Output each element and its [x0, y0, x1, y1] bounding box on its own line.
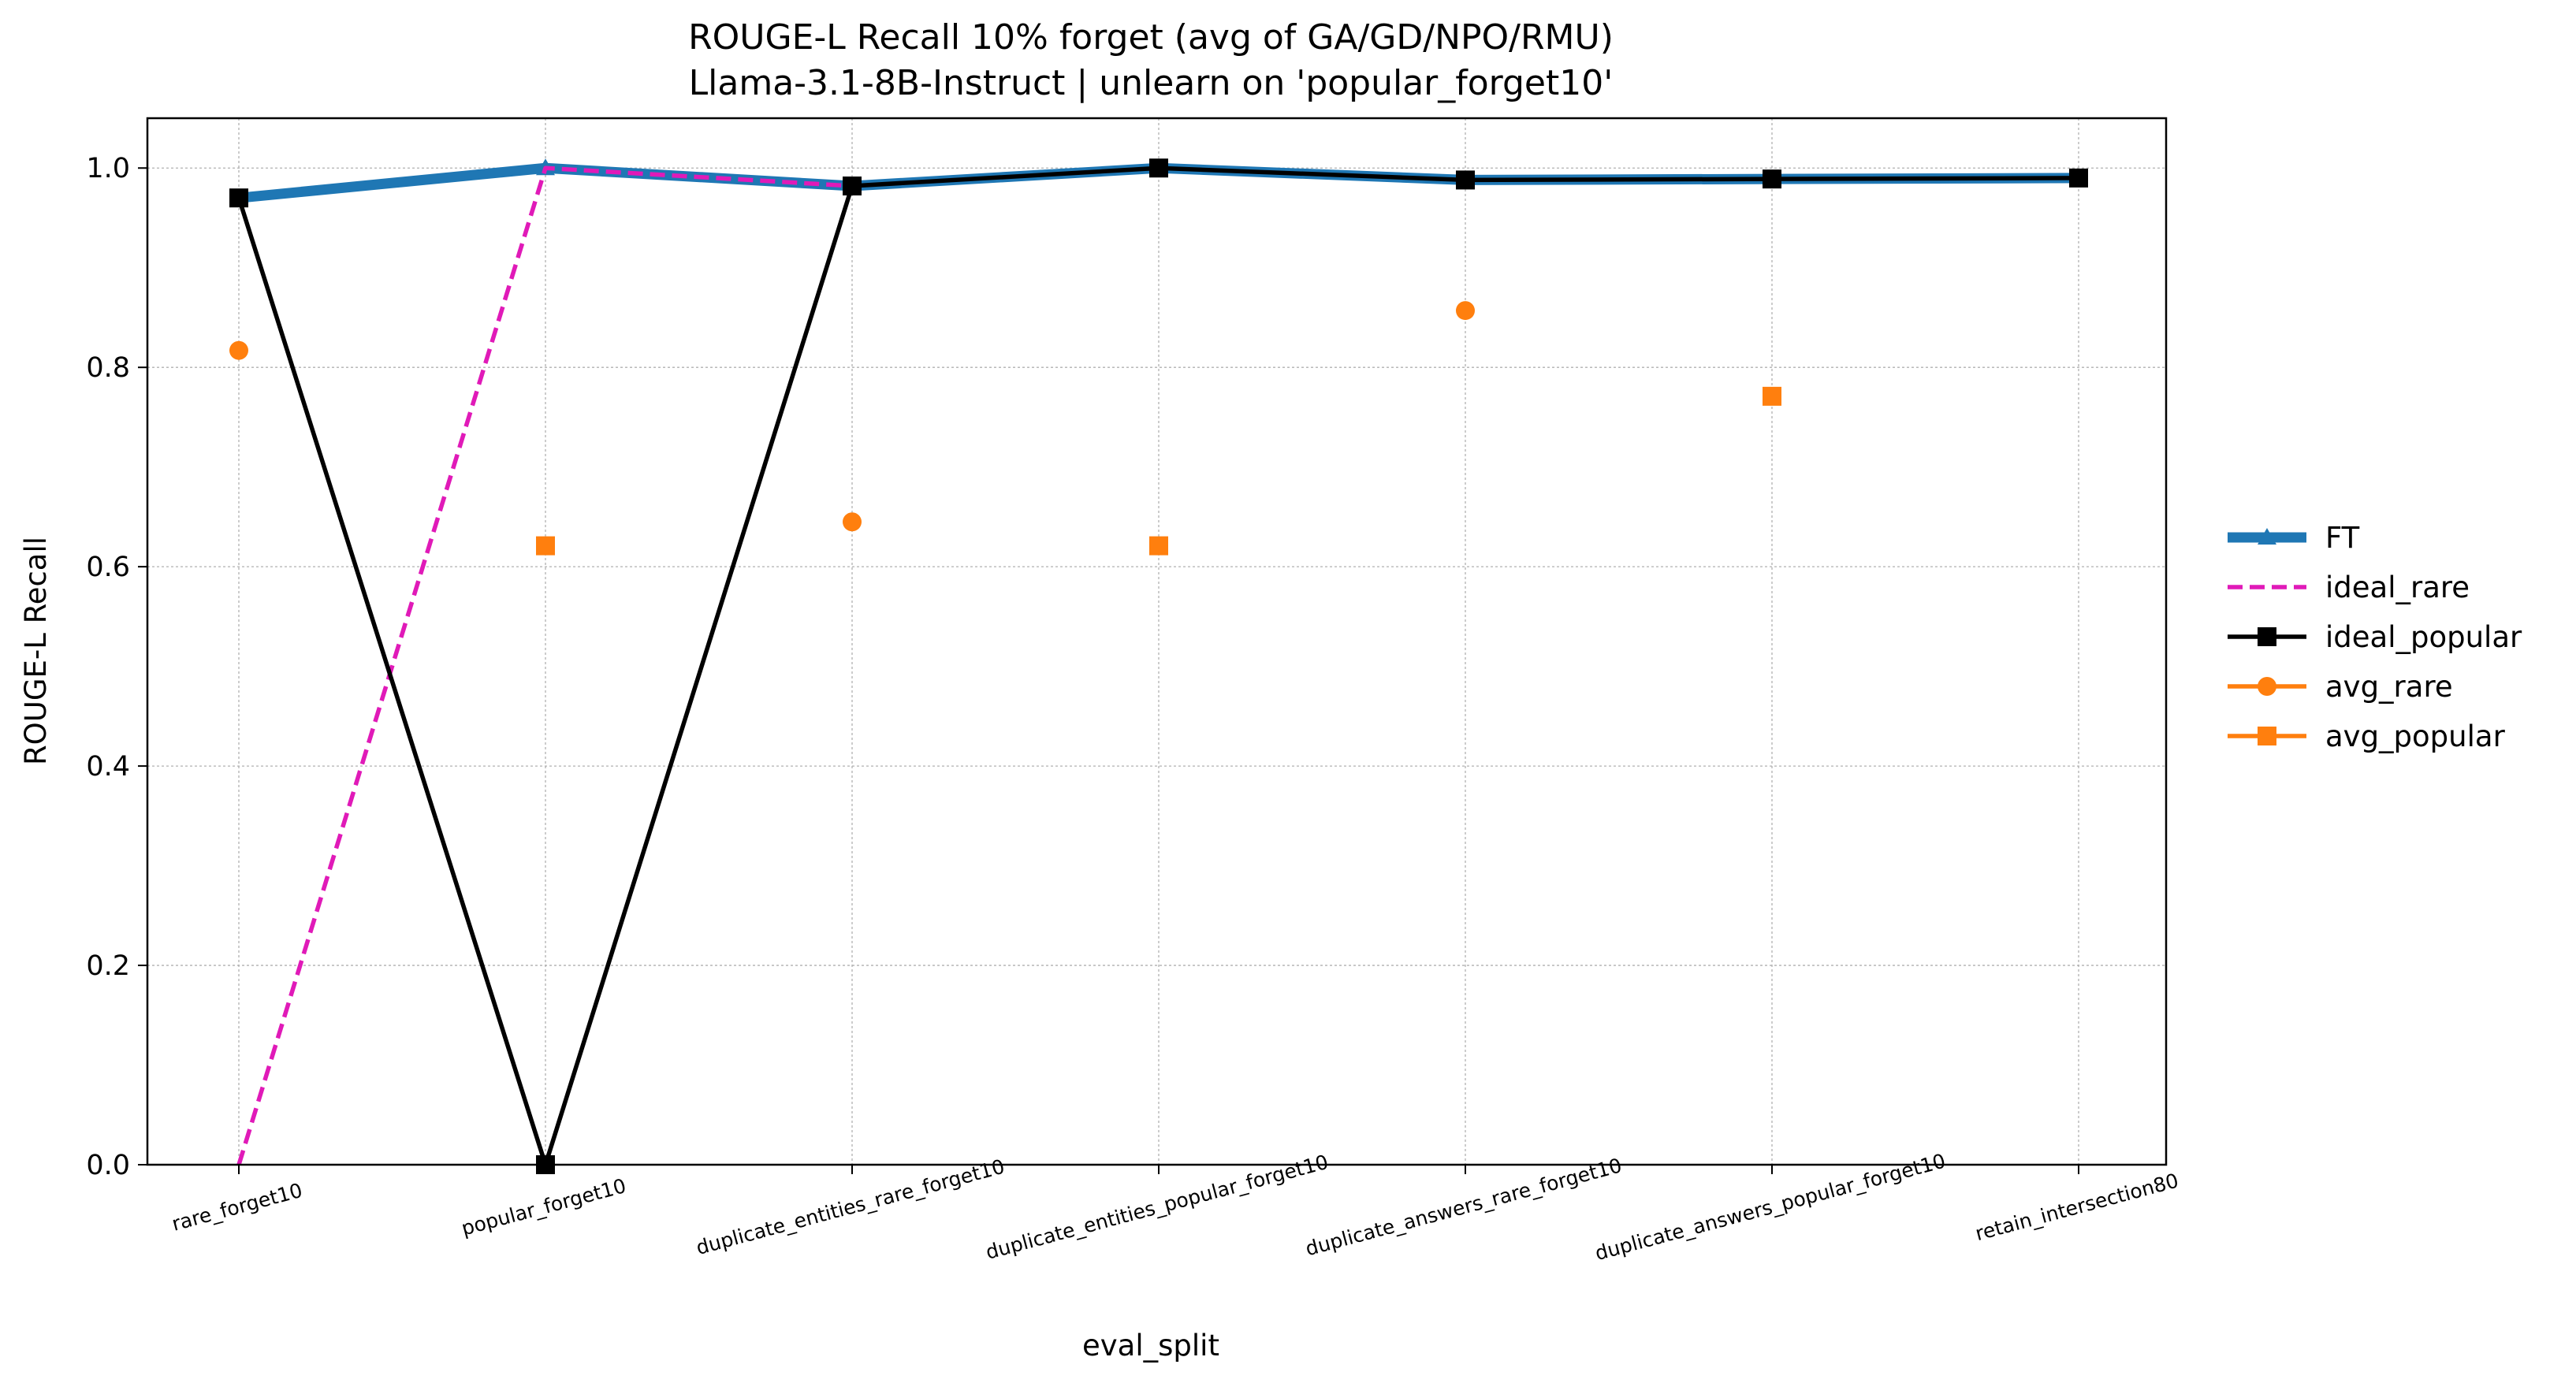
- data-point-avg-popular: [536, 536, 555, 556]
- legend-label-avg-popular: avg_popular: [2325, 719, 2506, 753]
- chart-subtitle: Llama-3.1-8B-Instruct | unlearn on 'popu…: [689, 63, 1614, 103]
- chart-title: ROUGE-L Recall 10% forget (avg of GA/GD/…: [688, 17, 1614, 58]
- data-point-ideal-popular: [2069, 168, 2088, 188]
- y-tick-label: 1.0: [86, 153, 130, 184]
- data-point-avg-rare: [1456, 301, 1475, 321]
- y-tick-label: 0.8: [86, 352, 130, 384]
- y-axis-ticks: 0.0 0.2 0.4 0.6 0.8 1.0: [86, 153, 147, 1181]
- data-point-ideal-popular: [229, 188, 248, 208]
- y-axis-label: ROUGE-L Recall: [19, 537, 53, 765]
- data-point-avg-rare: [229, 340, 248, 360]
- legend-label-FT: FT: [2325, 521, 2360, 555]
- x-axis-label: eval_split: [1082, 1329, 1219, 1363]
- data-point-ideal-popular: [843, 177, 862, 196]
- data-point-ideal-popular: [1763, 169, 1781, 189]
- y-tick-label: 0.2: [86, 950, 130, 982]
- y-tick-label: 0.4: [86, 751, 130, 783]
- legend-marker-FT: [2258, 528, 2276, 545]
- legend-marker-ideal-popular: [2258, 627, 2276, 646]
- legend-label-avg-rare: avg_rare: [2325, 670, 2453, 704]
- data-point-avg-popular: [1149, 536, 1168, 556]
- legend-marker-avg-rare: [2258, 677, 2276, 696]
- legend-marker-avg-popular: [2258, 727, 2276, 745]
- legend-label-ideal-popular: ideal_popular: [2325, 620, 2522, 654]
- data-point-ideal-popular: [1456, 170, 1475, 190]
- legend-label-ideal-rare: ideal_rare: [2325, 571, 2470, 604]
- data-point-avg-rare: [843, 512, 862, 532]
- y-tick-label: 0.0: [86, 1150, 130, 1181]
- data-point-ideal-popular: [1149, 158, 1168, 178]
- plot-frame: [146, 117, 2168, 1166]
- y-tick-label: 0.6: [86, 552, 130, 583]
- legend: FT ideal_rare ideal_popular avg_rare avg_pop…: [2228, 521, 2522, 753]
- data-point-avg-popular: [1763, 386, 1781, 406]
- series-line-ideal-rare: [236, 165, 853, 1166]
